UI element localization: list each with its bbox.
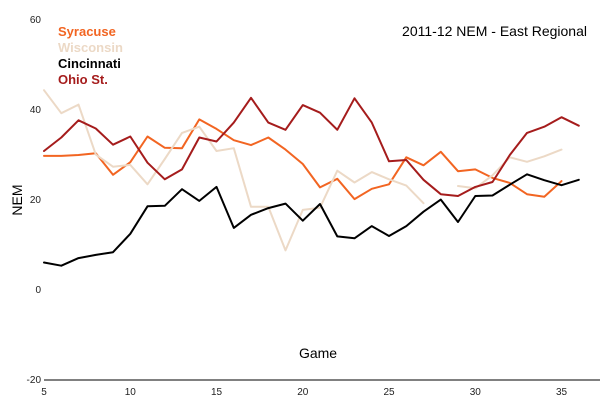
x-tick-label: 15 [211, 387, 223, 398]
x-tick-label: 30 [470, 387, 482, 398]
series-lines [43, 89, 580, 267]
x-tick-label: 5 [41, 387, 47, 398]
x-tick-label: 20 [297, 387, 309, 398]
y-tick-label: 60 [30, 15, 42, 26]
x-tick-label: 10 [125, 387, 137, 398]
y-tick-label: 20 [30, 195, 42, 206]
y-axis-label: NEM [9, 184, 25, 215]
y-tick-label: 0 [35, 285, 41, 296]
series-line-syracuse [43, 118, 563, 201]
y-tick-label: -20 [27, 375, 42, 386]
y-tick-label: 40 [30, 105, 42, 116]
x-axis-label: Game [299, 345, 337, 361]
series-line-ohio-st [43, 96, 580, 197]
series-line-cincinnati [43, 173, 580, 267]
x-tick-label: 35 [556, 387, 568, 398]
legend-entry: Cincinnati [58, 56, 121, 71]
legend-entry: Wisconsin [58, 40, 123, 55]
y-tick-labels: -20 0 20 40 60 [27, 15, 42, 386]
x-tick-label: 25 [383, 387, 395, 398]
series-line-wisconsin [43, 89, 563, 252]
chart-title: 2011-12 NEM - East Regional [402, 23, 587, 39]
x-tick-labels: 5 10 15 20 25 30 35 [41, 387, 567, 398]
legend-entry: Ohio St. [58, 72, 108, 87]
legend-entry: Syracuse [58, 24, 116, 39]
